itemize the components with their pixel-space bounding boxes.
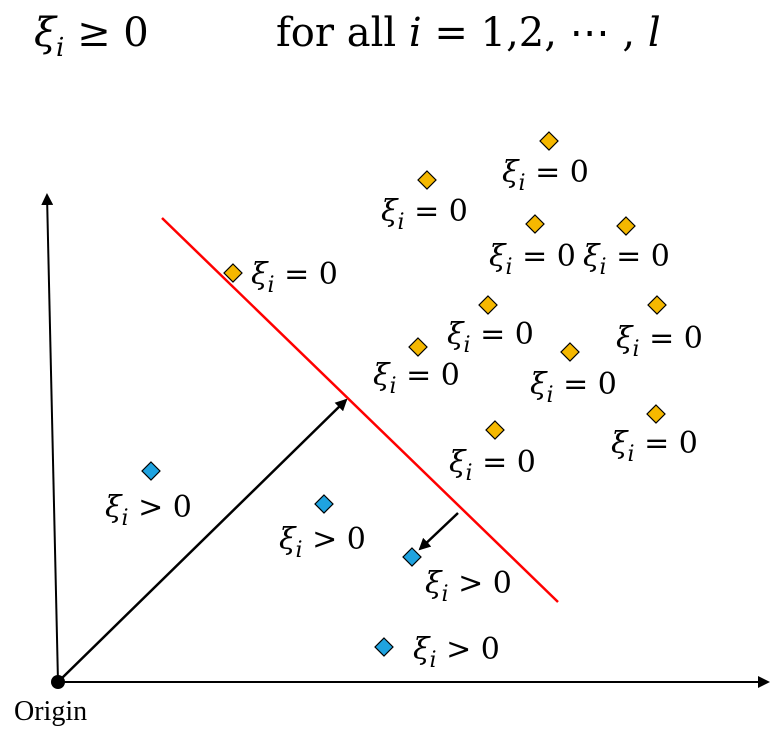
slack-label: ξi > 0 <box>425 566 512 607</box>
slack-label: ξi = 0 <box>530 367 617 408</box>
slack-label: ξi = 0 <box>502 155 589 196</box>
positive-point-marker <box>616 216 636 236</box>
slack-label: ξi = 0 <box>583 239 670 280</box>
positive-point-marker <box>478 295 498 315</box>
negative-point-marker <box>141 461 161 481</box>
positive-point-marker <box>539 131 559 151</box>
positive-point-marker <box>408 337 428 357</box>
slack-label: ξi = 0 <box>251 257 338 298</box>
positive-point-marker <box>525 214 545 234</box>
positive-point-marker <box>647 295 667 315</box>
constraint-left-text: ξi ≥ 0 <box>34 10 149 63</box>
negative-point-marker <box>314 494 334 514</box>
negative-point-marker <box>402 547 422 567</box>
y-axis <box>41 193 59 683</box>
slack-label: ξi = 0 <box>489 239 576 280</box>
constraint-right-text: for all i = 1,2, ⋯ , l <box>276 10 661 56</box>
positive-point-marker <box>417 170 437 190</box>
positive-point-marker <box>560 342 580 362</box>
separating-hyperplane <box>161 217 559 603</box>
slack-label: ξi = 0 <box>611 426 698 467</box>
positive-point-marker <box>223 263 243 283</box>
positive-point-marker <box>485 420 505 440</box>
slack-label: ξi > 0 <box>105 490 192 531</box>
slack-label: ξi = 0 <box>449 445 536 486</box>
positive-point-marker <box>646 404 666 424</box>
negative-point-marker <box>374 637 394 657</box>
slack-label: ξi = 0 <box>381 194 468 235</box>
origin-label: Origin <box>14 696 87 727</box>
slack-label: ξi = 0 <box>616 321 703 362</box>
slack-label: ξi = 0 <box>373 358 460 399</box>
slack-label: ξi > 0 <box>279 522 366 563</box>
slack-label: ξi > 0 <box>413 632 500 673</box>
slack-arrow <box>418 512 459 551</box>
data-points: ξi = 0ξi = 0ξi = 0 ξi = 0ξi = 0ξi = 0 ξi =… <box>105 131 703 673</box>
normal-vector-arrow <box>59 398 348 681</box>
slack-label: ξi = 0 <box>447 317 534 358</box>
